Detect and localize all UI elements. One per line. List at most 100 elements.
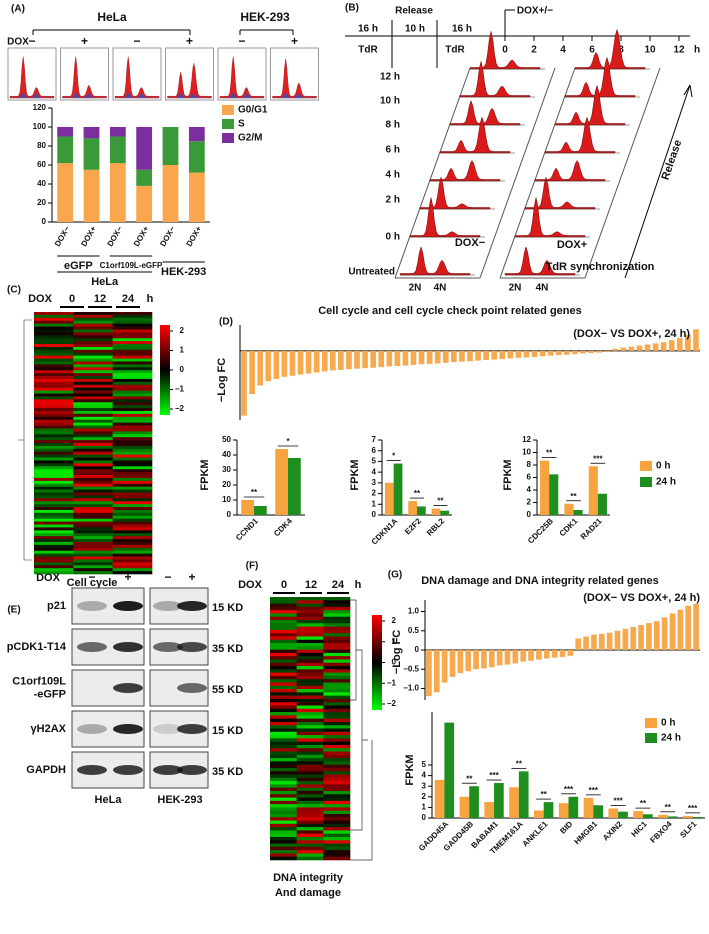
heatmap-cell bbox=[270, 675, 297, 680]
mw-label: 35 KD bbox=[212, 643, 243, 655]
heatmap-cell bbox=[73, 410, 113, 415]
heatmap-cell bbox=[270, 738, 297, 742]
y-tick-label: 40 bbox=[37, 179, 46, 188]
heatmap-cell bbox=[323, 616, 351, 621]
heatmap-cell bbox=[323, 721, 351, 726]
y-tick-label: 4 bbox=[372, 467, 377, 476]
bar bbox=[469, 786, 479, 818]
heatmap-cell bbox=[270, 639, 297, 644]
heatmap-cell bbox=[34, 501, 74, 505]
histogram bbox=[62, 56, 107, 99]
blot-band bbox=[77, 765, 107, 775]
bar-segment bbox=[109, 136, 126, 164]
bar bbox=[685, 334, 691, 351]
heatmap-cell bbox=[73, 338, 113, 342]
heatmap-cell bbox=[73, 527, 113, 531]
heatmap-cell bbox=[112, 396, 153, 400]
heatmap-cell bbox=[73, 320, 113, 324]
heatmap-cell bbox=[73, 419, 113, 423]
heatmap-cell bbox=[112, 518, 153, 522]
bar bbox=[622, 628, 629, 650]
heatmap-cell bbox=[296, 705, 324, 710]
legend-swatch bbox=[222, 133, 234, 143]
heatmap-cell bbox=[34, 477, 74, 482]
y-tick-label: 5 bbox=[422, 760, 427, 769]
bar bbox=[265, 350, 272, 382]
bar bbox=[520, 650, 527, 662]
heatmap-cell bbox=[34, 349, 74, 354]
bar bbox=[685, 605, 692, 650]
heatmap-cell bbox=[296, 843, 324, 848]
y-tick-label: 0 bbox=[42, 217, 47, 226]
heatmap-cell bbox=[34, 480, 74, 485]
heatmap-cell bbox=[73, 504, 113, 508]
heatmap-cell bbox=[323, 846, 351, 851]
bar bbox=[572, 350, 578, 355]
bar bbox=[614, 630, 621, 650]
heatmap-cell bbox=[112, 352, 153, 356]
heatmap-cell bbox=[73, 492, 113, 496]
heatmap-cell bbox=[34, 352, 74, 356]
heatmap-cell bbox=[34, 553, 74, 557]
histogram bbox=[9, 56, 55, 99]
bar bbox=[593, 805, 603, 818]
heatmap-cell bbox=[296, 771, 324, 775]
bar-segment bbox=[188, 127, 205, 142]
heatmap-cell bbox=[112, 323, 153, 327]
bar bbox=[606, 632, 613, 650]
heatmap-cell bbox=[112, 507, 153, 511]
heatmap-cell bbox=[34, 521, 74, 525]
panel-label: (B) bbox=[345, 3, 359, 14]
heatmap-cell bbox=[73, 475, 113, 479]
histogram bbox=[574, 28, 646, 70]
heatmap-cell bbox=[323, 610, 351, 614]
colorbar-label: 1 bbox=[392, 637, 397, 646]
heatmap-cell bbox=[34, 341, 74, 345]
heatmap-cell bbox=[323, 738, 351, 742]
heatmap-cell bbox=[323, 626, 351, 631]
heatmap-cell bbox=[73, 405, 113, 409]
heatmap-cell bbox=[34, 539, 74, 543]
heatmap-cell bbox=[323, 790, 351, 795]
plane-edge bbox=[584, 67, 661, 279]
histogram bbox=[459, 61, 531, 98]
heatmap-cell bbox=[323, 725, 351, 729]
heatmap-cell bbox=[323, 771, 351, 775]
heatmap-cell bbox=[323, 715, 351, 719]
heatmap-cell bbox=[112, 480, 153, 485]
heatmap-cell bbox=[34, 361, 74, 365]
bar bbox=[559, 650, 566, 657]
heatmap-cell bbox=[73, 314, 113, 319]
heatmap-cell bbox=[270, 725, 297, 729]
heatmap-cell bbox=[323, 666, 351, 670]
heatmap-cell bbox=[323, 813, 351, 818]
y-tick-label: 0 bbox=[372, 510, 377, 519]
y-tick-label: 4 bbox=[422, 771, 427, 780]
heatmap-cell bbox=[323, 754, 351, 759]
bar bbox=[693, 329, 699, 351]
heatmap-cell bbox=[323, 629, 351, 634]
bar bbox=[618, 811, 628, 818]
heatmap-cell bbox=[73, 507, 113, 511]
heatmap-cell bbox=[323, 689, 351, 693]
heatmap-cell bbox=[34, 396, 74, 400]
heatmap-cell bbox=[34, 431, 74, 435]
heatmap-cell bbox=[73, 457, 113, 461]
bar bbox=[442, 350, 449, 363]
bar bbox=[440, 510, 450, 515]
heatmap-cell bbox=[323, 672, 351, 677]
group-label: HEK-293 bbox=[161, 266, 206, 278]
legend-swatch bbox=[645, 733, 657, 743]
y-tick-label: 120 bbox=[33, 103, 47, 112]
heatmap-cell bbox=[323, 695, 351, 700]
heatmap-cell bbox=[323, 600, 351, 604]
heatmap-cell bbox=[73, 381, 113, 386]
heatmap-cell bbox=[112, 565, 153, 569]
bar bbox=[551, 650, 558, 658]
bar bbox=[434, 350, 441, 364]
heatmap-cell bbox=[323, 633, 351, 637]
legend-swatch bbox=[222, 119, 234, 129]
heatmap-cell bbox=[34, 314, 74, 319]
heatmap-cell bbox=[270, 646, 297, 650]
heatmap-cell bbox=[112, 524, 153, 528]
